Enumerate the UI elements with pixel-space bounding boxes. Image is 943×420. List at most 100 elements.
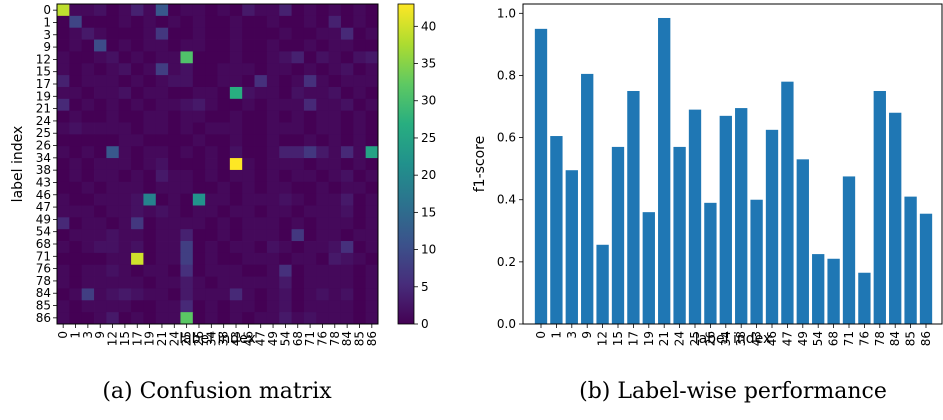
heatmap-cell xyxy=(106,169,120,183)
heatmap-cell xyxy=(69,134,83,147)
heatmap-cell xyxy=(242,193,255,206)
heatmap-cell xyxy=(353,312,367,325)
heatmap-cell xyxy=(217,15,231,29)
heatmap-cell xyxy=(340,169,354,183)
heatmap-cell xyxy=(69,252,83,266)
heatmap-cell xyxy=(192,75,206,88)
heatmap-cell xyxy=(279,193,292,206)
heatmap-x-tick-label: 43 xyxy=(229,331,243,346)
bar-x-tick-label: 26 xyxy=(703,331,717,346)
heatmap-cell xyxy=(168,27,181,40)
heatmap-cell xyxy=(192,276,206,289)
heatmap-y-label: label index xyxy=(10,126,26,203)
heatmap-cell xyxy=(229,15,243,29)
heatmap-cell xyxy=(192,15,206,29)
heatmap-cell xyxy=(192,51,206,64)
heatmap-cell xyxy=(118,158,132,171)
bar xyxy=(858,272,871,324)
heatmap-cell xyxy=(57,205,70,218)
heatmap-cell xyxy=(303,217,317,230)
heatmap-cell xyxy=(229,229,243,242)
heatmap-cell xyxy=(316,110,330,123)
heatmap-cell xyxy=(131,39,144,52)
bar xyxy=(627,90,640,325)
heatmap-cell xyxy=(279,75,292,88)
heatmap-cell xyxy=(254,98,268,112)
heatmap-cell xyxy=(217,217,231,230)
heatmap-cell xyxy=(131,51,144,64)
heatmap-x-tick-label: 86 xyxy=(365,331,379,346)
heatmap-cell xyxy=(242,63,255,76)
heatmap-cell xyxy=(143,86,157,100)
heatmap-cell xyxy=(316,205,330,218)
heatmap-cell xyxy=(266,181,280,195)
heatmap-cell xyxy=(192,27,206,40)
heatmap-cell xyxy=(180,217,194,230)
heatmap-cell xyxy=(192,4,206,17)
heatmap-cell xyxy=(94,229,107,242)
heatmap-cell xyxy=(143,98,157,112)
heatmap-cell xyxy=(316,86,330,100)
heatmap-cell xyxy=(168,205,181,218)
bars xyxy=(534,17,933,325)
heatmap-cell xyxy=(279,122,292,135)
heatmap-cell xyxy=(217,75,231,88)
heatmap-cell xyxy=(266,63,280,76)
heatmap-cell xyxy=(328,110,342,123)
heatmap-cell xyxy=(180,241,194,254)
heatmap-cell xyxy=(106,205,120,218)
heatmap-cell xyxy=(131,288,144,301)
heatmap-cell xyxy=(118,51,132,64)
heatmap-cell xyxy=(94,288,107,301)
heatmap-cell xyxy=(242,300,255,313)
heatmap-y-tick-label: 47 xyxy=(36,200,51,214)
heatmap-cell xyxy=(118,134,132,147)
heatmap-cell xyxy=(328,4,342,17)
heatmap-cell xyxy=(57,51,70,64)
heatmap-cell xyxy=(143,276,157,289)
heatmap-cell xyxy=(192,158,206,171)
heatmap-cell xyxy=(57,288,70,301)
heatmap-cell xyxy=(81,75,95,88)
heatmap-cell xyxy=(57,158,70,171)
heatmap-cell xyxy=(180,39,194,52)
heatmap-cell xyxy=(81,252,95,266)
heatmap-cell xyxy=(69,241,83,254)
heatmap-cell xyxy=(131,63,144,76)
heatmap-cell xyxy=(254,169,268,183)
heatmap-cell xyxy=(143,122,157,135)
heatmap-cell xyxy=(328,264,342,277)
heatmap-cell xyxy=(303,252,317,266)
heatmap-cell xyxy=(229,169,243,183)
heatmap-cell xyxy=(81,193,95,206)
heatmap-cell xyxy=(291,252,305,266)
heatmap-cell xyxy=(57,252,70,266)
heatmap-cell xyxy=(168,276,181,289)
heatmap-cell xyxy=(168,312,181,325)
heatmap-cell xyxy=(254,86,268,100)
bar-x-tick-label: 47 xyxy=(780,331,794,346)
bar xyxy=(750,199,763,324)
heatmap-cell xyxy=(69,276,83,289)
heatmap-cell xyxy=(291,27,305,40)
heatmap-cell xyxy=(143,300,157,313)
heatmap-cell xyxy=(328,158,342,171)
heatmap-cell xyxy=(94,241,107,254)
heatmap-cell xyxy=(266,110,280,123)
heatmap-cell xyxy=(57,217,70,230)
heatmap-cell xyxy=(168,98,181,112)
bar-x-tick-label: 46 xyxy=(765,331,779,346)
heatmap-cell xyxy=(81,181,95,195)
bar xyxy=(735,108,748,324)
heatmap-cell xyxy=(180,27,194,40)
heatmap-cell xyxy=(155,229,169,242)
heatmap-cell xyxy=(118,181,132,195)
heatmap-y-tick-label: 19 xyxy=(36,89,51,103)
heatmap-cell xyxy=(192,39,206,52)
heatmap-cell xyxy=(94,205,107,218)
heatmap-cell xyxy=(229,217,243,230)
heatmap-cell xyxy=(131,217,144,230)
heatmap-cell xyxy=(316,98,330,112)
heatmap-cell xyxy=(353,217,367,230)
heatmap-cell xyxy=(217,312,231,325)
